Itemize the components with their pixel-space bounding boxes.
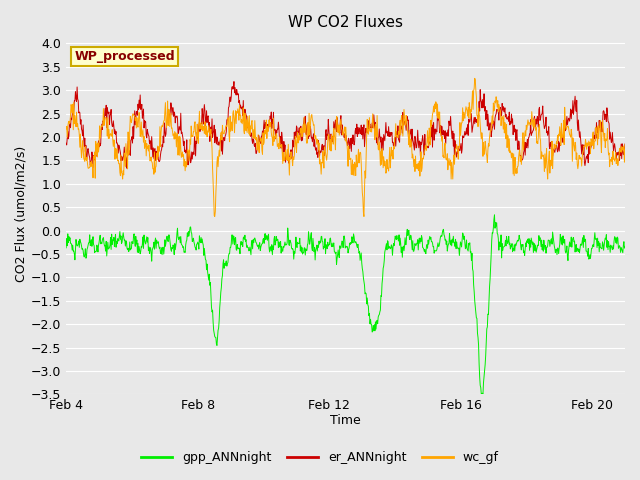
er_ANNnight <box>323 132 331 137</box>
wc_gf <box>471 75 479 81</box>
gpp_ANNnight <box>491 212 499 218</box>
X-axis label: Time: Time <box>330 414 361 427</box>
Line: wc_gf: wc_gf <box>66 78 625 216</box>
wc_gf <box>211 214 219 219</box>
Legend: gpp_ANNnight, er_ANNnight, wc_gf: gpp_ANNnight, er_ANNnight, wc_gf <box>136 446 504 469</box>
wc_gf <box>390 146 398 152</box>
Line: gpp_ANNnight: gpp_ANNnight <box>66 215 625 395</box>
er_ANNnight <box>123 165 131 171</box>
Title: WP CO2 Fluxes: WP CO2 Fluxes <box>288 15 403 30</box>
wc_gf <box>77 131 84 137</box>
wc_gf <box>291 143 299 149</box>
Y-axis label: CO2 Flux (umol/m2/s): CO2 Flux (umol/m2/s) <box>15 146 28 282</box>
wc_gf <box>62 126 70 132</box>
Line: er_ANNnight: er_ANNnight <box>66 82 625 168</box>
er_ANNnight <box>77 121 84 127</box>
gpp_ANNnight <box>62 245 70 251</box>
gpp_ANNnight <box>477 392 485 397</box>
gpp_ANNnight <box>621 244 629 250</box>
wc_gf <box>126 127 134 133</box>
er_ANNnight <box>391 137 399 143</box>
er_ANNnight <box>62 141 70 146</box>
gpp_ANNnight <box>390 241 397 247</box>
wc_gf <box>499 114 506 120</box>
wc_gf <box>621 142 629 147</box>
er_ANNnight <box>127 153 134 158</box>
er_ANNnight <box>292 129 300 135</box>
wc_gf <box>323 157 330 163</box>
gpp_ANNnight <box>77 239 84 245</box>
er_ANNnight <box>499 100 506 106</box>
er_ANNnight <box>230 79 238 84</box>
gpp_ANNnight <box>291 249 298 254</box>
gpp_ANNnight <box>499 240 506 246</box>
er_ANNnight <box>621 141 629 147</box>
gpp_ANNnight <box>126 239 134 245</box>
Text: WP_processed: WP_processed <box>74 50 175 63</box>
gpp_ANNnight <box>323 242 330 248</box>
